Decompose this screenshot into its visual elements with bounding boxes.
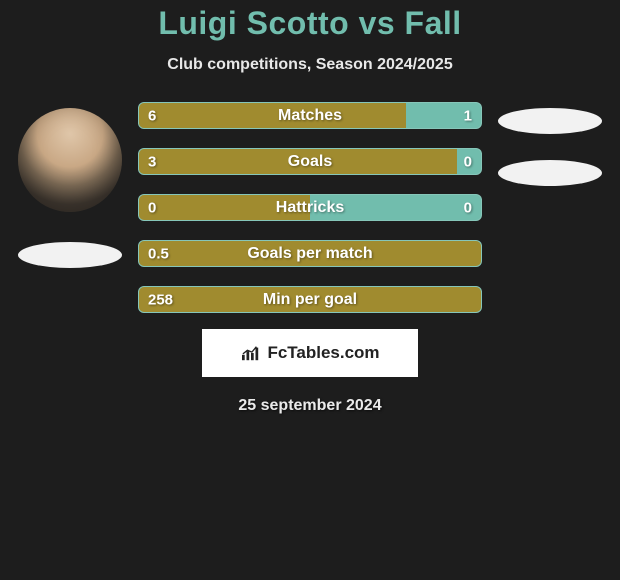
date: 25 september 2024 (0, 397, 620, 415)
chart-icon (240, 344, 262, 362)
bar-label: Min per goal (263, 291, 357, 309)
bar-value-left: 3 (148, 153, 156, 170)
bar-value-left: 0 (148, 199, 156, 216)
subtitle: Club competitions, Season 2024/2025 (0, 56, 620, 74)
stat-bar: Goals per match 0.5 (138, 240, 482, 267)
page-title: Luigi Scotto vs Fall (0, 5, 620, 42)
comparison-card: Luigi Scotto vs Fall Club competitions, … (0, 0, 620, 415)
stat-bar: Min per goal 258 (138, 286, 482, 313)
source-logo: FcTables.com (202, 329, 418, 377)
bar-value-left: 6 (148, 107, 156, 124)
bar-value-left: 258 (148, 291, 173, 308)
player-right-name-pill-1 (498, 108, 602, 134)
stat-bars: Matches 6 1 Goals 3 0 Hattricks 0 0 Goals per mat… (130, 102, 490, 313)
stats-row: Matches 6 1 Goals 3 0 Hattricks 0 0 Goals per mat… (0, 102, 620, 313)
bar-value-right: 1 (464, 107, 472, 124)
bar-value-right: 0 (464, 153, 472, 170)
bar-fill-left (139, 103, 406, 128)
player-left-avatar (18, 108, 122, 212)
bar-label: Goals (288, 153, 332, 171)
bar-label: Hattricks (276, 199, 344, 217)
player-right-name-pill-2 (498, 160, 602, 186)
logo-text: FcTables.com (267, 343, 379, 363)
player-left-name-pill (18, 242, 122, 268)
bar-label: Goals per match (247, 245, 372, 263)
player-left-col (10, 102, 130, 268)
player-right-col (490, 102, 610, 186)
bar-value-left: 0.5 (148, 245, 169, 262)
bar-value-right: 0 (464, 199, 472, 216)
stat-bar: Matches 6 1 (138, 102, 482, 129)
bar-label: Matches (278, 107, 342, 125)
stat-bar: Goals 3 0 (138, 148, 482, 175)
stat-bar: Hattricks 0 0 (138, 194, 482, 221)
